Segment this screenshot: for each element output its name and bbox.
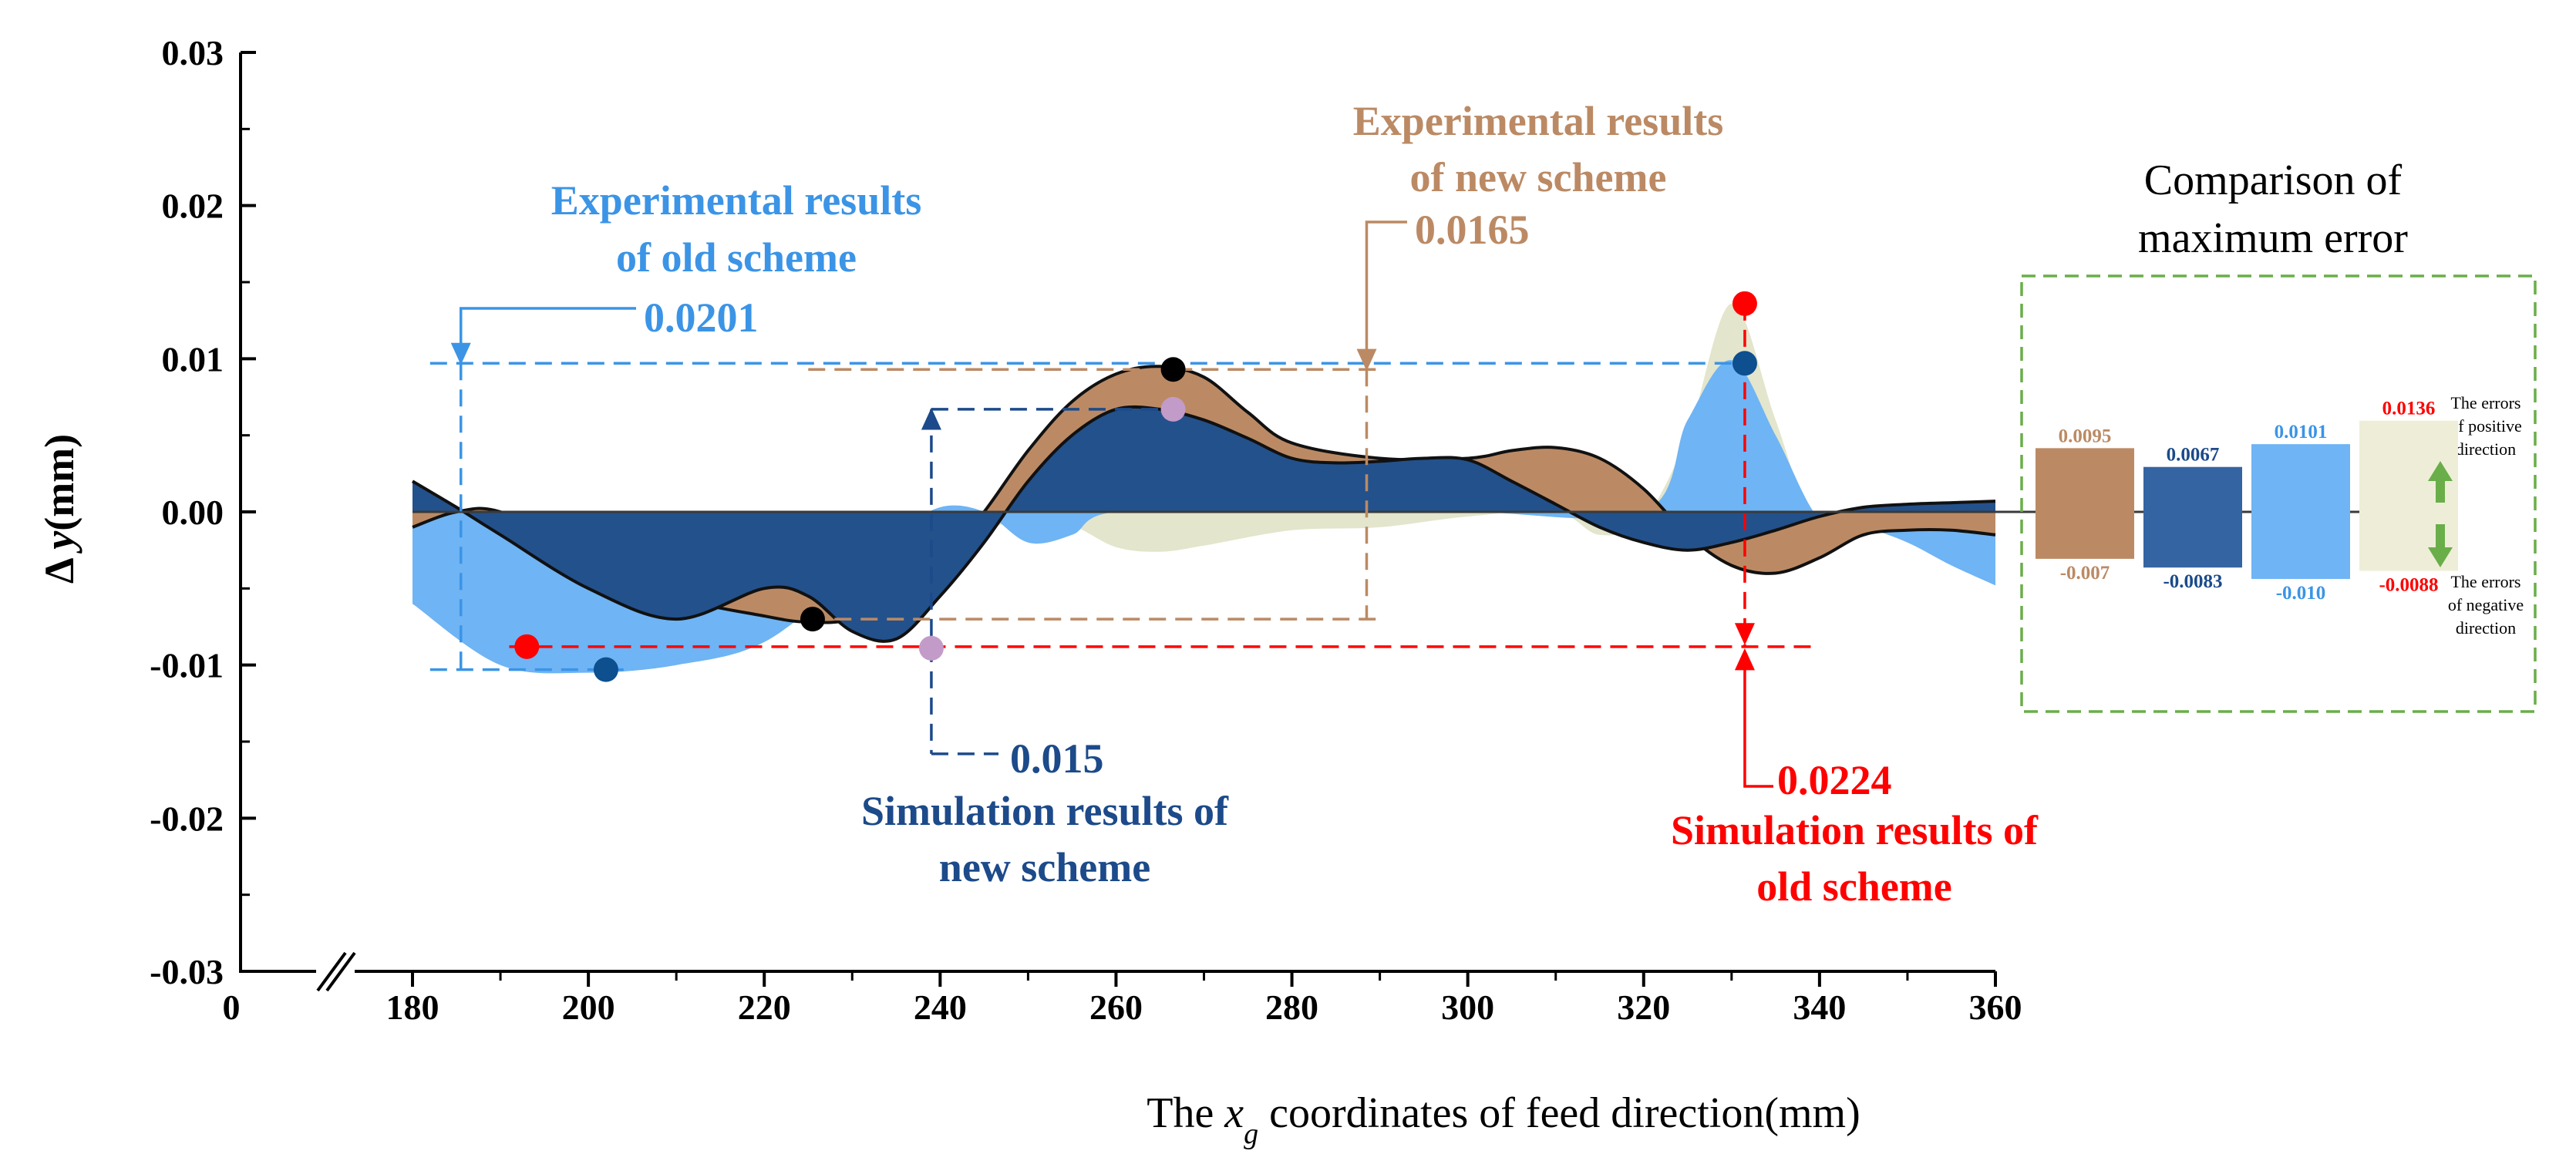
data-marker-7: [1732, 351, 1757, 376]
inset-note-negative-3: direction: [2456, 618, 2516, 638]
inset-bar-negative-1: [2143, 512, 2242, 568]
y-axis-label-pre: Δ: [36, 550, 82, 584]
inset-label-negative-0: -0.007: [2060, 563, 2110, 584]
inset-note-positive-2: of positive: [2450, 416, 2522, 436]
inset-bar-negative-2: [2251, 512, 2350, 579]
text-layer: The xg coordinates of feed direction(mm)…: [36, 98, 2524, 1150]
series-line-2: [412, 365, 1996, 624]
data-marker-4: [1160, 357, 1186, 382]
x-axis-label-post: coordinates of feed direction(mm): [1258, 1089, 1860, 1137]
x-tick-label-7: 300: [1441, 988, 1494, 1027]
x-tick-label-9: 340: [1793, 988, 1846, 1027]
y-tick-label-4: -0.01: [150, 646, 224, 685]
inset-note-positive-3: direction: [2456, 439, 2516, 459]
annotation-sim-new-title-1: Simulation results of: [861, 788, 1229, 834]
annotation-exp-old-value: 0.0201: [644, 294, 759, 341]
y-tick-label-3: 0.00: [162, 493, 224, 532]
inset-title-2: maximum error: [2138, 214, 2408, 262]
x-axis-label-pre: The: [1147, 1089, 1224, 1137]
guide-exp-new-leader: [1365, 220, 1407, 364]
guide-exp-old-leader: [459, 307, 636, 356]
data-marker-3: [918, 635, 944, 661]
data-marker-0: [514, 634, 540, 659]
inset-label-positive-0: 0.0095: [2059, 426, 2112, 446]
annotation-exp-old-title-1: Experimental results: [551, 177, 921, 224]
x-tick-label-6: 280: [1265, 988, 1318, 1027]
y-tick-label-0: 0.03: [162, 33, 224, 72]
annotation-sim-new-title-2: new scheme: [939, 844, 1150, 890]
guide-sim-old-arrow-up: [1734, 648, 1755, 671]
annotation-exp-old-title-2: of old scheme: [616, 234, 857, 281]
inset-note-negative-1: The errors: [2450, 572, 2520, 591]
x-axis-label-sub: g: [1244, 1118, 1258, 1150]
annotation-sim-old-title-2: old scheme: [1756, 863, 1951, 910]
annotation-sim-old-value: 0.0224: [1777, 757, 1892, 803]
x-tick-label-5: 260: [1089, 988, 1143, 1027]
guide-sim-new-arrow: [921, 407, 941, 430]
inset-title-1: Comparison of: [2144, 156, 2403, 204]
inset-label-negative-2: -0.010: [2276, 583, 2326, 604]
y-axis-label-post: (mm): [36, 434, 82, 531]
inset-bar-positive-2: [2251, 444, 2350, 512]
annotation-sim-old-title-1: Simulation results of: [1671, 807, 2039, 853]
data-marker-5: [1160, 396, 1186, 422]
inset-bar-negative-0: [2036, 512, 2134, 559]
inset-layer: 0.0095 -0.007 0.0067 -0.0083 0.0101 -0.010 0.0…: [2020, 274, 2537, 713]
inset-bar-positive-1: [2143, 466, 2242, 512]
annotation-exp-new-title-2: of new scheme: [1410, 154, 1667, 200]
series-layer: [411, 303, 2435, 674]
inset-label-positive-1: 0.0067: [2167, 445, 2220, 466]
y-tick-label-5: -0.02: [150, 799, 224, 838]
x-tick-label-10: 360: [1969, 988, 2022, 1027]
x-tick-label-4: 240: [914, 988, 967, 1027]
series-line-3: [411, 405, 1996, 643]
data-marker-2: [800, 607, 825, 632]
positive-direction-arrow-icon: [2428, 461, 2453, 503]
inset-label-positive-3: 0.0136: [2382, 399, 2436, 419]
x-axis-label: The xg coordinates of feed direction(mm): [1147, 1089, 1860, 1150]
inset-label-negative-3: -0.0088: [2379, 575, 2438, 596]
inset-note-positive-1: The errors: [2450, 393, 2520, 412]
annotation-exp-new-title-1: Experimental results: [1353, 98, 1723, 144]
x-tick-label-0: 0: [223, 988, 241, 1027]
y-tick-label-2: 0.01: [162, 339, 224, 379]
x-axis-label-var: x: [1224, 1089, 1244, 1137]
guide-lines-layer: [429, 220, 1811, 788]
inset-label-positive-2: 0.0101: [2275, 422, 2328, 442]
axis-break-2: [325, 951, 356, 992]
x-tick-label-3: 220: [738, 988, 791, 1027]
markers-layer: [514, 291, 1757, 682]
data-marker-1: [593, 657, 618, 682]
series-area-3: [412, 406, 1995, 641]
x-tick-label-8: 320: [1617, 988, 1670, 1027]
y-axis-label: Δ y(mm): [36, 434, 82, 584]
y-axis-label-var: y: [36, 530, 82, 554]
x-tick-label-2: 200: [562, 988, 615, 1027]
guide-sim-old-arrow-down: [1734, 623, 1755, 645]
annotation-sim-new-value: 0.015: [1010, 735, 1104, 782]
inset-bar-positive-0: [2036, 448, 2134, 512]
axis-break-1: [316, 951, 347, 992]
annotation-exp-new-value: 0.0165: [1415, 207, 1530, 253]
axes-layer: 0.03 0.02 0.01 0.00 -0.01 -0.02 -0.030 180 200 22…: [150, 33, 2022, 1027]
y-tick-label-6: -0.03: [150, 952, 224, 991]
inset-note-negative-2: of negative: [2448, 595, 2524, 614]
data-marker-6: [1732, 291, 1757, 316]
guide-sim-old-leader: [1743, 669, 1773, 788]
y-tick-label-1: 0.02: [162, 187, 224, 226]
negative-direction-arrow-icon: [2428, 524, 2453, 567]
x-tick-label-1: 180: [386, 988, 439, 1027]
inset-label-negative-1: -0.0083: [2163, 571, 2222, 592]
